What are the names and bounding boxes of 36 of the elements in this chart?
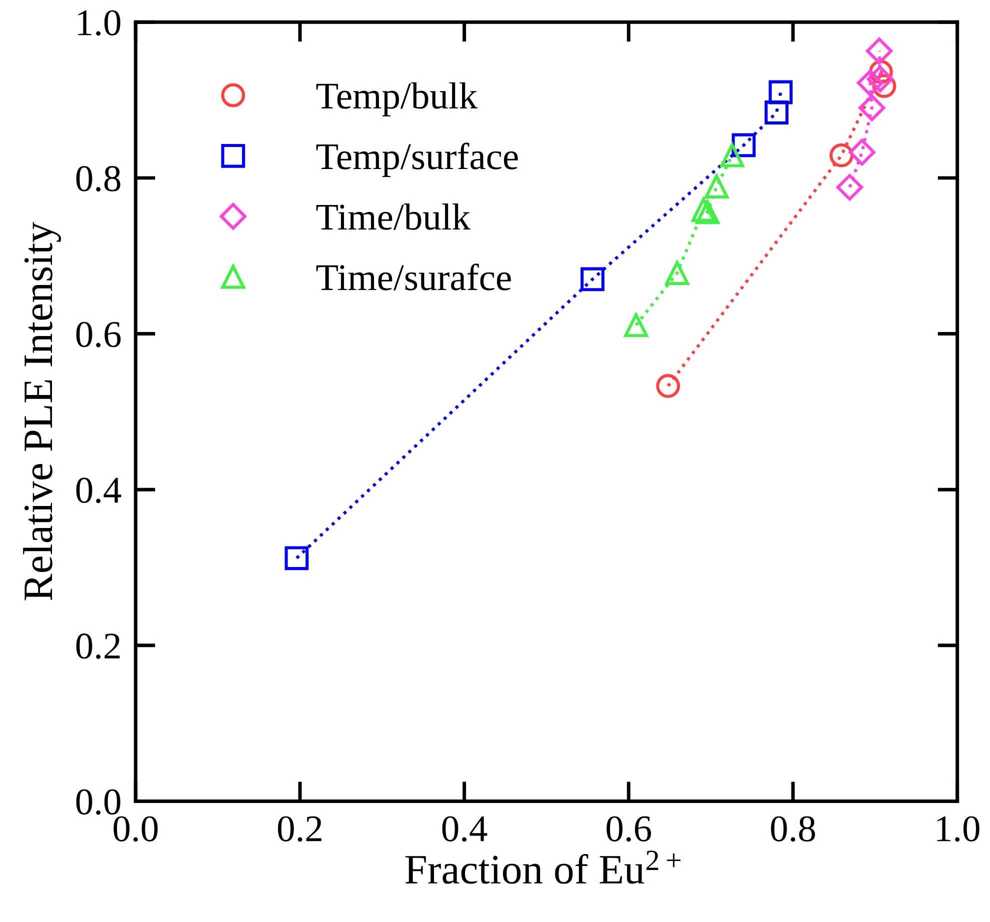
point xyxy=(720,143,744,168)
x-tick-label: 0.2 xyxy=(278,816,322,842)
legend-label: Temp/bulk xyxy=(316,82,478,116)
point xyxy=(830,143,854,168)
y-tick-label: 0.8 xyxy=(76,166,120,192)
point xyxy=(691,198,716,222)
point xyxy=(848,138,876,166)
y-tick-label: 0.6 xyxy=(76,322,121,348)
point xyxy=(866,38,893,64)
point xyxy=(704,174,729,198)
legend-label: Time/bulk xyxy=(316,203,471,230)
point xyxy=(764,100,788,124)
point xyxy=(656,374,680,398)
y-tick-label: 0.2 xyxy=(76,633,120,659)
point xyxy=(836,174,864,201)
point xyxy=(665,261,690,285)
x-axis-title: Fraction of Eu$^{2+}$ xyxy=(405,850,680,884)
point xyxy=(866,66,894,92)
point xyxy=(284,546,309,570)
point xyxy=(856,70,884,96)
y-tick-label: 0.0 xyxy=(76,789,120,815)
x-tick-label: 0.4 xyxy=(442,816,488,842)
x-tick-label: 0.8 xyxy=(770,816,815,842)
x-tick-label: 0.0 xyxy=(114,816,158,842)
point xyxy=(580,267,604,292)
legend-label: Time/surafce xyxy=(316,264,511,290)
point xyxy=(696,200,720,224)
x-tick-label: 1.0 xyxy=(937,816,980,842)
y-tick-label: 1.0 xyxy=(78,10,120,36)
y-axis-title: Relative PLE Intensity xyxy=(23,222,61,600)
point xyxy=(768,80,793,104)
point xyxy=(858,94,886,122)
legend-label: Temp/surface xyxy=(316,142,518,178)
x-tick-label: 0.6 xyxy=(606,816,651,842)
y-tick-label: 0.4 xyxy=(76,478,122,504)
point xyxy=(624,313,648,338)
